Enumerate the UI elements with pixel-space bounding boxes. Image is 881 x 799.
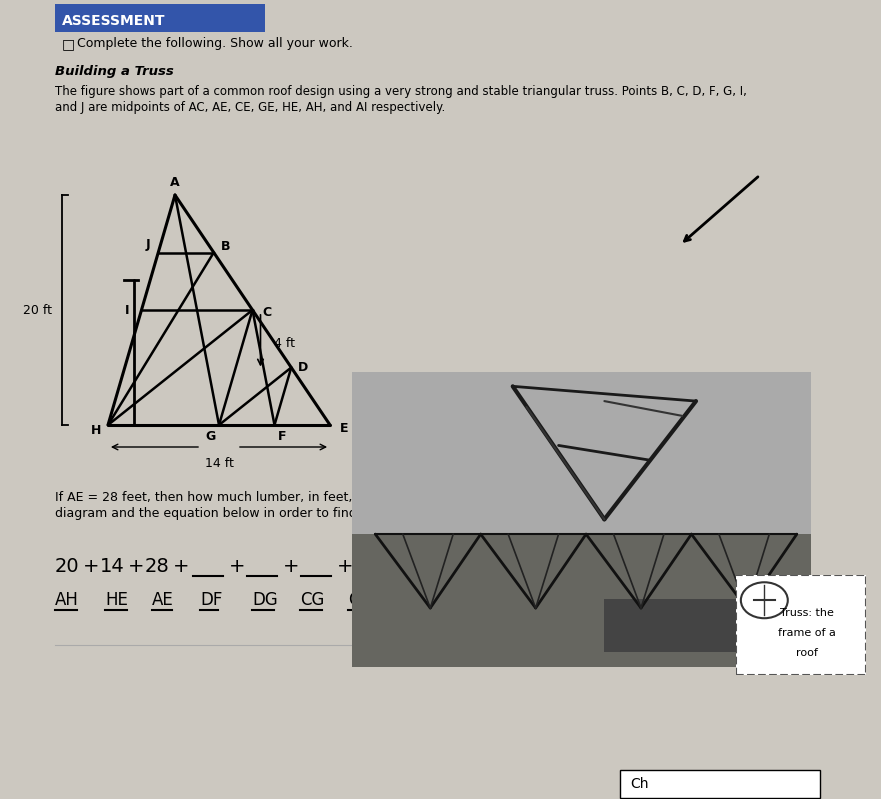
- Text: 28: 28: [145, 556, 170, 575]
- Circle shape: [741, 582, 788, 618]
- Text: The figure shows part of a common roof design using a very strong and stable tri: The figure shows part of a common roof d…: [55, 85, 747, 98]
- Text: 20 ft: 20 ft: [23, 304, 52, 316]
- Text: G: G: [206, 431, 216, 443]
- FancyBboxPatch shape: [604, 599, 765, 652]
- Text: 4 ft: 4 ft: [275, 337, 295, 350]
- Text: diagram and the equation below in order to find the total necessary. (3 points): diagram and the equation below in order …: [55, 507, 548, 520]
- Text: and J are midpoints of AC, AE, CE, GE, HE, AH, and AI respectively.: and J are midpoints of AC, AE, CE, GE, H…: [55, 101, 445, 113]
- Text: +: +: [173, 556, 189, 575]
- Text: H: H: [91, 423, 101, 436]
- Text: roof: roof: [796, 648, 818, 658]
- Text: IC: IC: [400, 591, 417, 609]
- Text: =: =: [553, 556, 569, 575]
- Text: Ch: Ch: [630, 777, 648, 791]
- Text: +: +: [128, 556, 144, 575]
- FancyBboxPatch shape: [352, 372, 811, 667]
- Text: Building a Truss: Building a Truss: [55, 66, 174, 78]
- Text: AH: AH: [55, 591, 79, 609]
- Text: DF: DF: [200, 591, 222, 609]
- Text: DG: DG: [252, 591, 278, 609]
- Text: CH: CH: [348, 591, 372, 609]
- Text: +: +: [445, 556, 462, 575]
- FancyBboxPatch shape: [352, 372, 811, 534]
- Text: Complete the following. Show all your work.: Complete the following. Show all your wo…: [77, 38, 353, 50]
- Text: C: C: [262, 305, 271, 319]
- Text: Truss: the: Truss: the: [781, 608, 834, 618]
- Text: □: □: [62, 37, 75, 51]
- Text: +: +: [283, 556, 300, 575]
- Text: B: B: [221, 240, 231, 253]
- Text: 20: 20: [55, 556, 79, 575]
- Text: IB: IB: [452, 591, 468, 609]
- FancyBboxPatch shape: [352, 534, 811, 667]
- Text: CG: CG: [300, 591, 324, 609]
- Text: A: A: [170, 177, 180, 189]
- Text: AE: AE: [152, 591, 174, 609]
- Text: +: +: [337, 556, 353, 575]
- Text: ASSESSMENT: ASSESSMENT: [62, 14, 166, 28]
- Text: +: +: [499, 556, 515, 575]
- FancyBboxPatch shape: [736, 575, 866, 675]
- Text: 14: 14: [100, 556, 125, 575]
- Text: F: F: [278, 431, 286, 443]
- Text: frame of a: frame of a: [779, 628, 836, 638]
- Text: HE: HE: [105, 591, 128, 609]
- Text: If AE = 28 feet, then how much lumber, in feet, would be needed to build the fol: If AE = 28 feet, then how much lumber, i…: [55, 491, 737, 504]
- Text: +: +: [391, 556, 408, 575]
- Text: JB: JB: [500, 591, 516, 609]
- FancyBboxPatch shape: [55, 4, 265, 32]
- Text: +: +: [83, 556, 100, 575]
- FancyBboxPatch shape: [620, 770, 820, 798]
- Text: D: D: [298, 361, 308, 374]
- Text: E: E: [340, 422, 348, 435]
- Text: +: +: [229, 556, 246, 575]
- Text: 14 ft: 14 ft: [204, 457, 233, 470]
- Text: J: J: [146, 238, 151, 251]
- Text: I: I: [125, 304, 130, 316]
